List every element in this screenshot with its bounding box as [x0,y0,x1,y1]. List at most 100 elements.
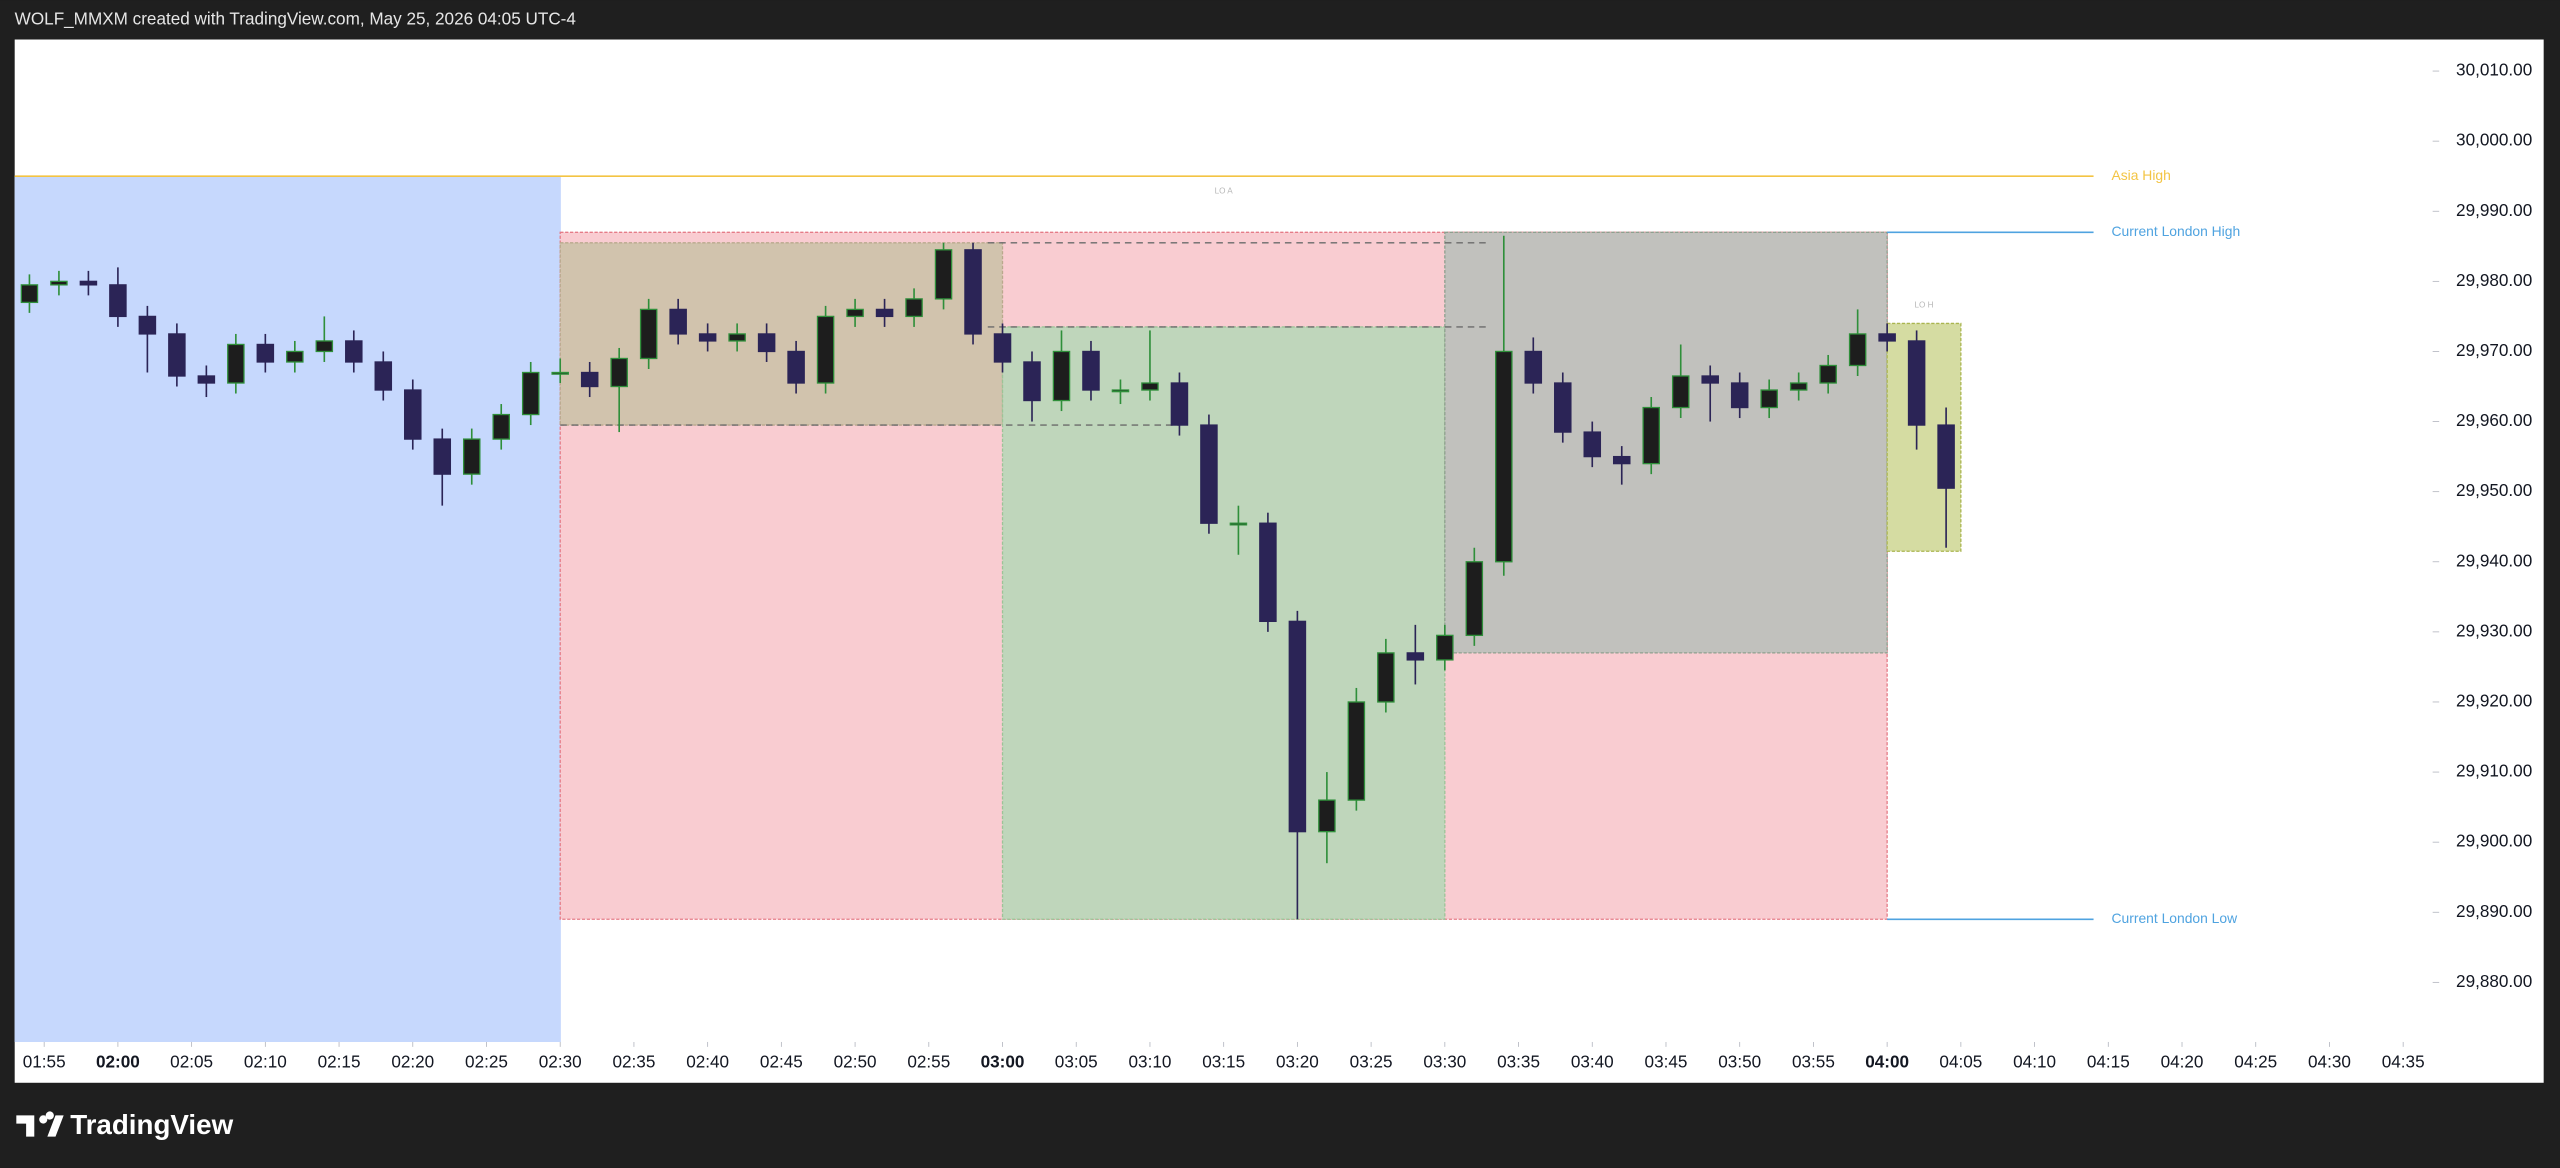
y-tick-label: 29,970.00 [2456,340,2532,360]
candle-body [1082,350,1100,391]
y-tick-label: 29,930.00 [2456,620,2532,640]
candle-body [315,340,334,353]
candle-body [1554,382,1572,433]
candle-body [964,249,982,335]
level-label: Current London High [2112,223,2241,239]
candle-body [1288,620,1307,833]
candle-body [404,389,422,440]
y-tick-label: 29,980.00 [2456,270,2532,290]
logo: TradingView [16,1109,234,1140]
y-tick-label: 30,000.00 [2456,130,2532,150]
overlay: 29,880.00 29,890.00 29,900.00 29,910.00 29,9… [14,60,2532,1072]
candle-body [639,308,658,360]
session-zone [1444,231,1888,654]
x-tick-label: 02:50 [834,1052,877,1072]
session-zone [559,242,1004,426]
candle-body [256,343,275,363]
header-text: WOLF_MMXM created with TradingView.com, … [15,8,577,28]
candle-body [934,249,953,300]
session-zone [14,175,561,1042]
x-tick-label: 04:20 [2161,1052,2204,1072]
y-tick-label: 29,990.00 [2456,200,2532,220]
candle-body [138,315,157,335]
x-tick-label: 04:35 [2382,1052,2425,1072]
x-tick-label: 03:30 [1423,1052,1466,1072]
candle-body [1583,431,1602,458]
candle-body [610,357,628,388]
candle-body [50,280,68,286]
candle-body [1141,382,1159,391]
x-tick-label: 03:40 [1571,1052,1614,1072]
x-tick-label: 04:15 [2087,1052,2130,1072]
x-tick-label: 02:40 [686,1052,729,1072]
candle-body [227,343,245,384]
x-tick-label: 04:25 [2234,1052,2277,1072]
candle-body [197,375,216,384]
x-tick-label: 03:20 [1276,1052,1319,1072]
candle-body [374,361,393,391]
x-tick-label: 03:50 [1718,1052,1761,1072]
x-tick-label: 02:25 [465,1052,508,1072]
candle-body [1642,406,1661,465]
candle-body [1878,333,1896,342]
candle-body [1848,333,1867,367]
candle-body [816,315,835,384]
y-tick-label: 29,920.00 [2456,690,2532,710]
candle-body [1200,424,1218,524]
x-tick-label: 02:10 [244,1052,287,1072]
logo-icon [16,1111,64,1137]
y-tick-label: 29,880.00 [2456,971,2532,991]
x-tick-label: 03:15 [1202,1052,1245,1072]
x-tick-label: 02:05 [170,1052,213,1072]
candle-body [286,350,304,363]
candle-body [1465,561,1484,637]
candle-body [1819,364,1837,384]
zone-label: LO A [1215,187,1234,196]
candle-body [1907,340,1926,426]
y-tick-label: 29,940.00 [2456,550,2532,570]
candle-body [905,298,923,318]
level-label: Current London Low [2112,910,2239,926]
x-tick-label: 03:05 [1055,1052,1098,1072]
candle-body [462,438,481,475]
candle-body [1937,424,1955,489]
candle-body [875,308,894,318]
session-zone [1001,326,1446,920]
candle-body [168,333,186,377]
candle-body [1760,389,1778,409]
candle-body [1730,382,1749,409]
candle-body [1023,361,1041,402]
candle-body [669,308,687,335]
candle-body [1495,350,1513,563]
candle-body [757,333,776,353]
y-tick-label: 29,900.00 [2456,831,2532,851]
x-tick-label: 04:05 [1939,1052,1982,1072]
candle-body [109,284,127,318]
candle-body [1789,382,1808,391]
y-tick-label: 29,950.00 [2456,480,2532,500]
level-label: Asia High [2112,167,2171,183]
logo-dot [39,1115,48,1124]
x-tick-label: 02:35 [612,1052,655,1072]
candle-body [1170,382,1189,426]
candle-body [1436,634,1454,661]
candle-body [1111,389,1130,393]
candle-body [551,371,569,375]
candle-body [1229,522,1248,526]
candle-body [492,413,510,440]
candle-body [1377,652,1395,703]
x-tick-label: 04:30 [2308,1052,2351,1072]
y-tick-label: 29,910.00 [2456,761,2532,781]
x-tick-label: 04:10 [2013,1052,2056,1072]
candle-body [698,333,717,342]
candle-body [1347,701,1366,801]
logo-text: TradingView [70,1109,233,1140]
x-tick-label: 03:35 [1497,1052,1540,1072]
plot: LO A LO H [14,175,1962,1042]
x-tick-label: 03:45 [1645,1052,1688,1072]
candle-body [728,333,746,342]
candle-body [79,280,98,286]
candle-body [20,284,39,304]
x-tick-label: 01:55 [23,1052,66,1072]
